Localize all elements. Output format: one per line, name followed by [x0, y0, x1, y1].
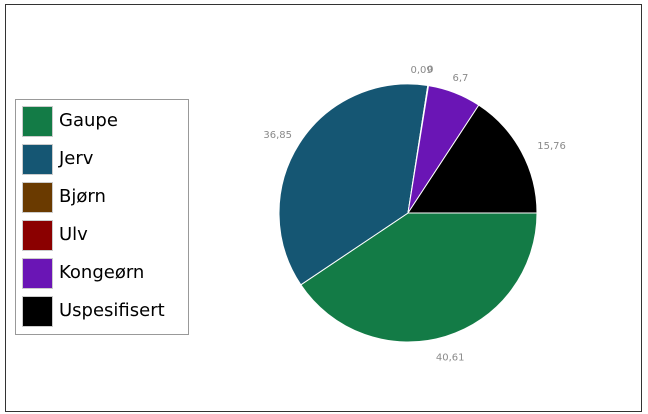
legend-item-gaupe: Gaupe — [22, 103, 188, 137]
pie-slice-jerv — [278, 83, 429, 286]
legend-swatch-jerv — [22, 144, 53, 175]
legend-label-ulv: Ulv — [59, 224, 88, 245]
pie-slices — [278, 83, 538, 343]
legend-label-uspesifisert: Uspesifisert — [59, 300, 165, 321]
data-label-jerv: 36,85 — [263, 130, 292, 141]
data-label-kongeorn: 6,7 — [453, 73, 469, 84]
legend-item-uspesifisert: Uspesifisert — [22, 293, 188, 327]
legend-item-jerv: Jerv — [22, 141, 188, 175]
legend-item-kongeorn: Kongeørn — [22, 255, 188, 289]
legend-swatch-bjorn — [22, 182, 53, 213]
chart-legend: Gaupe Jerv Bjørn Ulv Kongeørn Uspesifise… — [15, 99, 189, 335]
pie-data-labels: 40,61 36,85 00,09 6,7 15,76 — [263, 65, 566, 364]
pie-slice-uspesifisert — [407, 104, 538, 214]
legend-swatch-ulv — [22, 220, 53, 251]
legend-swatch-gaupe — [22, 106, 53, 137]
data-label-ulv: 0,09 — [411, 65, 433, 76]
legend-item-bjorn: Bjørn — [22, 179, 188, 213]
pie-slice-gaupe — [300, 212, 538, 343]
data-label-uspesifisert: 15,76 — [537, 141, 566, 152]
legend-label-gaupe: Gaupe — [59, 110, 118, 131]
legend-swatch-uspesifisert — [22, 296, 53, 327]
legend-label-bjorn: Bjørn — [59, 186, 106, 207]
legend-item-ulv: Ulv — [22, 217, 188, 251]
legend-label-kongeorn: Kongeørn — [59, 262, 145, 283]
legend-swatch-kongeorn — [22, 258, 53, 289]
data-label-bjorn: 0 — [427, 65, 433, 76]
legend-label-jerv: Jerv — [59, 148, 94, 169]
data-label-gaupe: 40,61 — [436, 353, 465, 364]
